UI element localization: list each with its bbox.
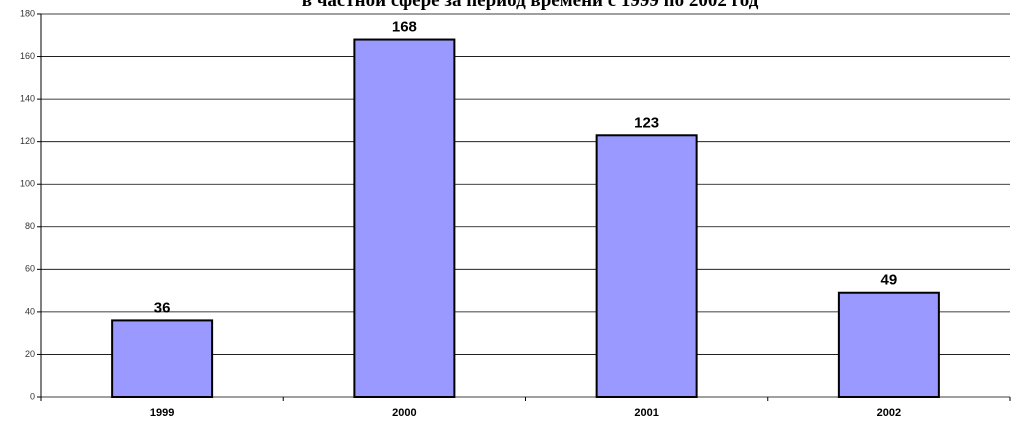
y-tick-label: 80	[25, 221, 35, 231]
bar	[353, 38, 456, 399]
y-tick-label: 0	[30, 391, 35, 401]
value-label: 168	[392, 19, 417, 36]
y-tick-label: 180	[20, 8, 35, 18]
x-tick-label: 2002	[877, 407, 901, 419]
bar	[111, 319, 214, 398]
x-tick-label: 2001	[634, 407, 658, 419]
bar	[595, 134, 698, 399]
y-tick-label: 120	[20, 136, 35, 146]
y-tick-label: 20	[25, 349, 35, 359]
y-tick-label: 60	[25, 264, 35, 274]
value-label: 49	[881, 272, 898, 289]
value-label: 36	[154, 299, 171, 316]
x-tick-label: 2000	[392, 407, 416, 419]
bar	[837, 291, 940, 398]
y-tick-label: 40	[25, 306, 35, 316]
chart-title: в частной сфере за период времени с 1999…	[302, 0, 759, 11]
y-tick-label: 140	[20, 93, 35, 103]
y-tick-label: 160	[20, 51, 35, 61]
x-tick-label: 1999	[150, 407, 174, 419]
value-label: 123	[634, 114, 659, 131]
y-tick-label: 100	[20, 179, 35, 189]
